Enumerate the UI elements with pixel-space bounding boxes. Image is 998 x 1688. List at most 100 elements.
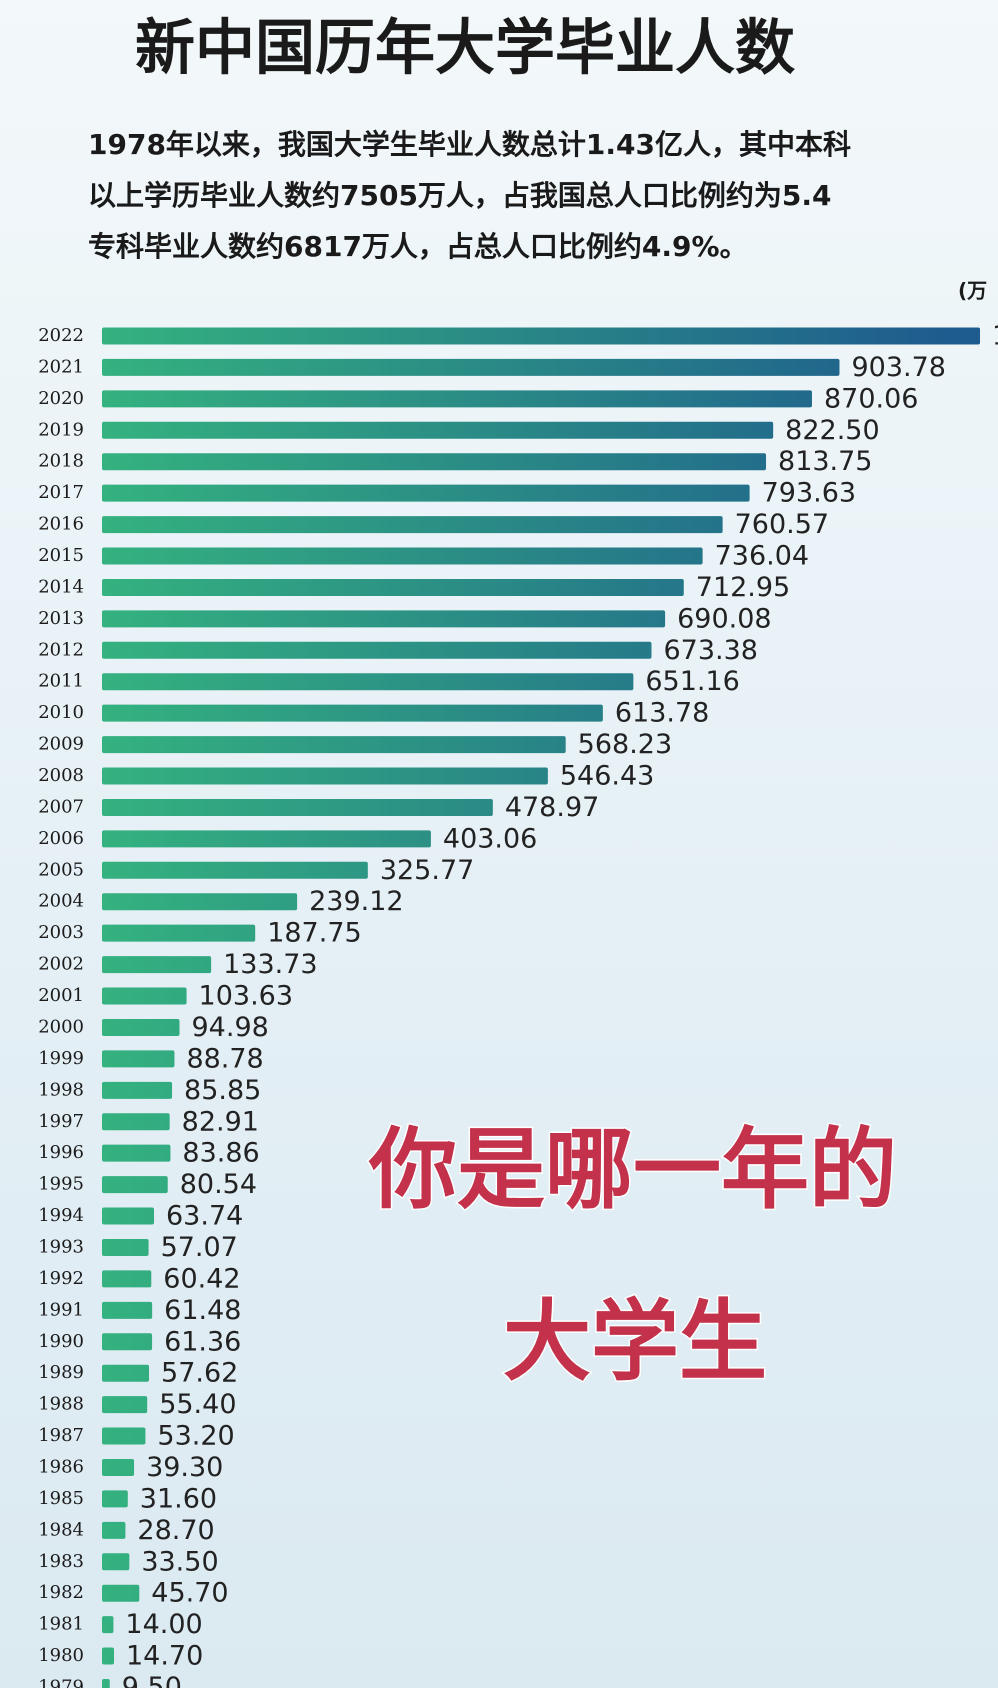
y-tick-label: 1993 [38, 1236, 84, 1257]
y-tick-label: 2021 [38, 356, 84, 377]
bar [102, 1144, 171, 1162]
data-label: 82.91 [182, 1106, 259, 1137]
y-tick-label: 1996 [38, 1142, 84, 1163]
subtitle: 专科毕业人数约6817万人，占总人口比例约4.9%。 [88, 230, 748, 263]
data-label: 55.40 [159, 1389, 236, 1420]
y-tick-label: 2000 [38, 1016, 84, 1037]
data-label: 478.97 [505, 792, 599, 823]
data-label: 31.60 [140, 1483, 217, 1514]
subtitle: 以上学历毕业人数约7505万人，占我国总人口比例约为5.4 [88, 179, 832, 212]
y-tick-label: 2004 [38, 891, 84, 912]
data-label: 57.62 [161, 1358, 238, 1389]
data-label: 325.77 [380, 855, 474, 886]
y-tick-label: 2016 [38, 514, 84, 535]
bar [102, 1176, 168, 1194]
bar [102, 1207, 155, 1225]
y-tick-label: 2007 [38, 796, 84, 817]
data-label: 760.57 [735, 509, 829, 540]
bar [102, 1678, 110, 1688]
data-label: 14.00 [125, 1609, 202, 1640]
bar [102, 1333, 153, 1351]
bar [102, 861, 368, 879]
data-label: 60.42 [163, 1263, 240, 1294]
data-label: 133.73 [223, 949, 317, 980]
y-tick-label: 1988 [38, 1394, 84, 1415]
y-tick-label: 2017 [38, 482, 84, 503]
data-label: 9.50 [122, 1672, 182, 1688]
annotation: 你是哪一年的 [368, 1118, 897, 1221]
y-tick-label: 2015 [38, 545, 84, 566]
bar [102, 1050, 175, 1068]
y-tick-label: 2009 [38, 734, 84, 755]
data-label: 63.74 [166, 1201, 243, 1232]
y-tick-label: 1997 [38, 1111, 84, 1132]
y-tick-label: 1981 [38, 1614, 84, 1635]
data-label: 403.06 [443, 823, 537, 854]
data-label: 39.30 [146, 1452, 223, 1483]
bar [102, 1584, 140, 1602]
data-label: 57.07 [161, 1232, 238, 1263]
data-label: 187.75 [267, 918, 361, 949]
bar [102, 830, 431, 848]
data-label: 103.63 [199, 981, 293, 1012]
data-label: 651.16 [645, 666, 739, 697]
y-tick-label: 1983 [38, 1551, 84, 1572]
bar [102, 610, 666, 628]
data-label: 1076.00 [992, 321, 998, 352]
bar [102, 767, 548, 785]
bar [102, 1647, 114, 1665]
y-tick-label: 1985 [38, 1488, 84, 1509]
y-tick-label: 2001 [38, 985, 84, 1006]
bar [102, 578, 684, 596]
y-tick-label: 1987 [38, 1425, 84, 1446]
bar [102, 1301, 153, 1319]
y-tick-label: 1982 [38, 1582, 84, 1603]
bar [102, 956, 212, 974]
y-tick-label: 1979 [38, 1676, 84, 1688]
data-label: 813.75 [778, 446, 872, 477]
y-tick-label: 2005 [38, 859, 84, 880]
data-label: 822.50 [785, 415, 879, 446]
y-tick-label: 1992 [38, 1268, 84, 1289]
y-tick-label: 2018 [38, 451, 84, 472]
bar [102, 390, 812, 408]
y-tick-label: 2014 [38, 576, 84, 597]
bar [102, 1364, 150, 1382]
bar [102, 1490, 128, 1508]
y-tick-label: 2003 [38, 922, 84, 943]
bar [102, 673, 634, 691]
y-tick-label: 2002 [38, 954, 84, 975]
data-label: 239.12 [309, 886, 403, 917]
bar [102, 1458, 135, 1476]
data-label: 61.48 [164, 1295, 241, 1326]
data-label: 61.36 [164, 1326, 241, 1357]
annotation: 大学生 [503, 1290, 767, 1393]
bar [102, 1113, 170, 1131]
y-tick-label: 2011 [38, 671, 84, 692]
y-tick-label: 1998 [38, 1079, 84, 1100]
y-tick-label: 2020 [38, 388, 84, 409]
bar [102, 987, 187, 1005]
bar [102, 453, 767, 471]
bar [102, 736, 566, 754]
bar [102, 1616, 114, 1634]
data-label: 33.50 [141, 1546, 218, 1577]
bar [102, 1521, 126, 1539]
bars: 2022 1076.00 2021 903.78 2020 870.06 2019 822.5… [38, 321, 998, 1688]
bar [102, 547, 703, 565]
subtitle: 1978年以来，我国大学生毕业人数总计1.43亿人，其中本科 [88, 128, 851, 161]
bar [102, 1081, 173, 1099]
bar [102, 641, 652, 659]
data-label: 673.38 [663, 635, 757, 666]
y-tick-label: 2013 [38, 608, 84, 629]
data-label: 94.98 [192, 1012, 269, 1043]
y-tick-label: 1990 [38, 1331, 84, 1352]
bar [102, 1018, 180, 1036]
bar [102, 924, 256, 942]
data-label: 80.54 [180, 1169, 257, 1200]
bar [102, 327, 981, 345]
data-label: 568.23 [578, 729, 672, 760]
bar [102, 893, 298, 911]
